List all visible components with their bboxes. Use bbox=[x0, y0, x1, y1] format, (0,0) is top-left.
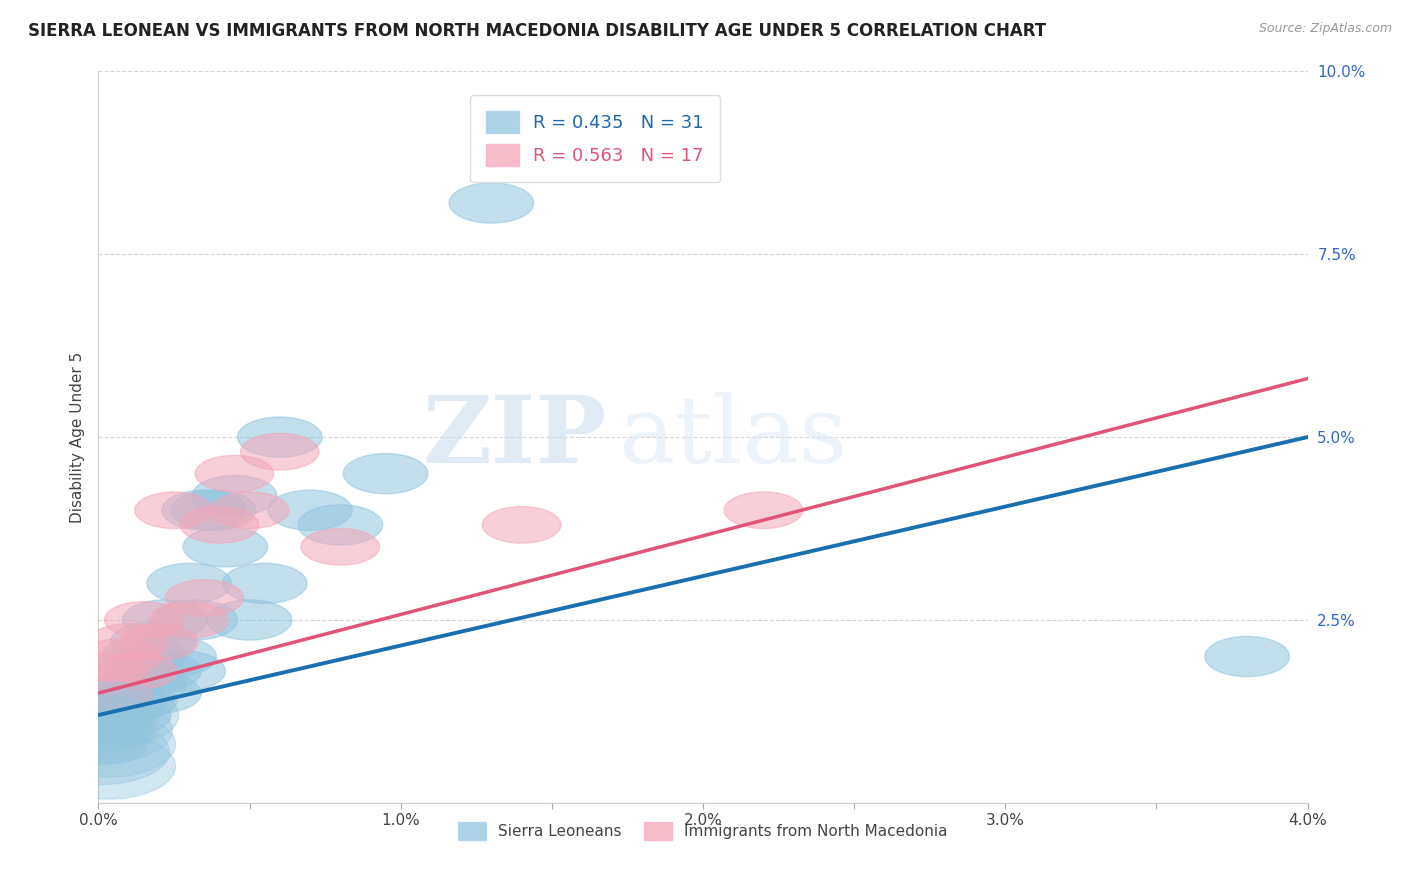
Ellipse shape bbox=[207, 599, 292, 640]
Ellipse shape bbox=[42, 682, 179, 747]
Ellipse shape bbox=[238, 417, 322, 458]
Ellipse shape bbox=[37, 697, 173, 763]
Ellipse shape bbox=[449, 183, 534, 223]
Ellipse shape bbox=[195, 455, 274, 492]
Text: ZIP: ZIP bbox=[422, 392, 606, 482]
Ellipse shape bbox=[117, 673, 201, 714]
Ellipse shape bbox=[101, 665, 186, 706]
Ellipse shape bbox=[183, 526, 267, 567]
Ellipse shape bbox=[86, 651, 172, 691]
Ellipse shape bbox=[240, 434, 319, 470]
Ellipse shape bbox=[117, 651, 201, 691]
Ellipse shape bbox=[162, 490, 246, 531]
Ellipse shape bbox=[132, 636, 217, 677]
Ellipse shape bbox=[69, 653, 146, 690]
Ellipse shape bbox=[482, 507, 561, 543]
Ellipse shape bbox=[39, 712, 176, 777]
Ellipse shape bbox=[135, 492, 214, 528]
Ellipse shape bbox=[267, 490, 353, 531]
Ellipse shape bbox=[120, 624, 198, 660]
Ellipse shape bbox=[211, 492, 288, 528]
Ellipse shape bbox=[75, 674, 153, 712]
Ellipse shape bbox=[165, 580, 243, 616]
Ellipse shape bbox=[72, 695, 156, 735]
Ellipse shape bbox=[724, 492, 803, 528]
Ellipse shape bbox=[150, 601, 228, 639]
Ellipse shape bbox=[193, 475, 277, 516]
Ellipse shape bbox=[343, 453, 427, 494]
Ellipse shape bbox=[86, 695, 172, 735]
Ellipse shape bbox=[72, 709, 156, 750]
Text: Source: ZipAtlas.com: Source: ZipAtlas.com bbox=[1258, 22, 1392, 36]
Ellipse shape bbox=[222, 563, 307, 604]
Y-axis label: Disability Age Under 5: Disability Age Under 5 bbox=[69, 351, 84, 523]
Ellipse shape bbox=[111, 622, 195, 662]
Ellipse shape bbox=[172, 490, 256, 531]
Ellipse shape bbox=[141, 651, 225, 691]
Ellipse shape bbox=[83, 639, 162, 674]
Ellipse shape bbox=[146, 563, 232, 604]
Ellipse shape bbox=[180, 507, 259, 543]
Ellipse shape bbox=[39, 733, 176, 799]
Ellipse shape bbox=[298, 505, 382, 545]
Ellipse shape bbox=[93, 681, 177, 721]
Ellipse shape bbox=[153, 599, 238, 640]
Ellipse shape bbox=[122, 599, 207, 640]
Ellipse shape bbox=[1205, 636, 1289, 677]
Ellipse shape bbox=[34, 719, 170, 785]
Ellipse shape bbox=[77, 688, 162, 728]
Ellipse shape bbox=[301, 528, 380, 566]
Ellipse shape bbox=[90, 624, 167, 660]
Ellipse shape bbox=[62, 724, 146, 764]
Ellipse shape bbox=[104, 601, 183, 639]
Legend: Sierra Leoneans, Immigrants from North Macedonia: Sierra Leoneans, Immigrants from North M… bbox=[453, 815, 953, 847]
Ellipse shape bbox=[65, 709, 150, 750]
Text: SIERRA LEONEAN VS IMMIGRANTS FROM NORTH MACEDONIA DISABILITY AGE UNDER 5 CORRELA: SIERRA LEONEAN VS IMMIGRANTS FROM NORTH … bbox=[28, 22, 1046, 40]
Text: atlas: atlas bbox=[619, 392, 848, 482]
Ellipse shape bbox=[98, 653, 177, 690]
Ellipse shape bbox=[80, 673, 165, 714]
Ellipse shape bbox=[101, 636, 186, 677]
